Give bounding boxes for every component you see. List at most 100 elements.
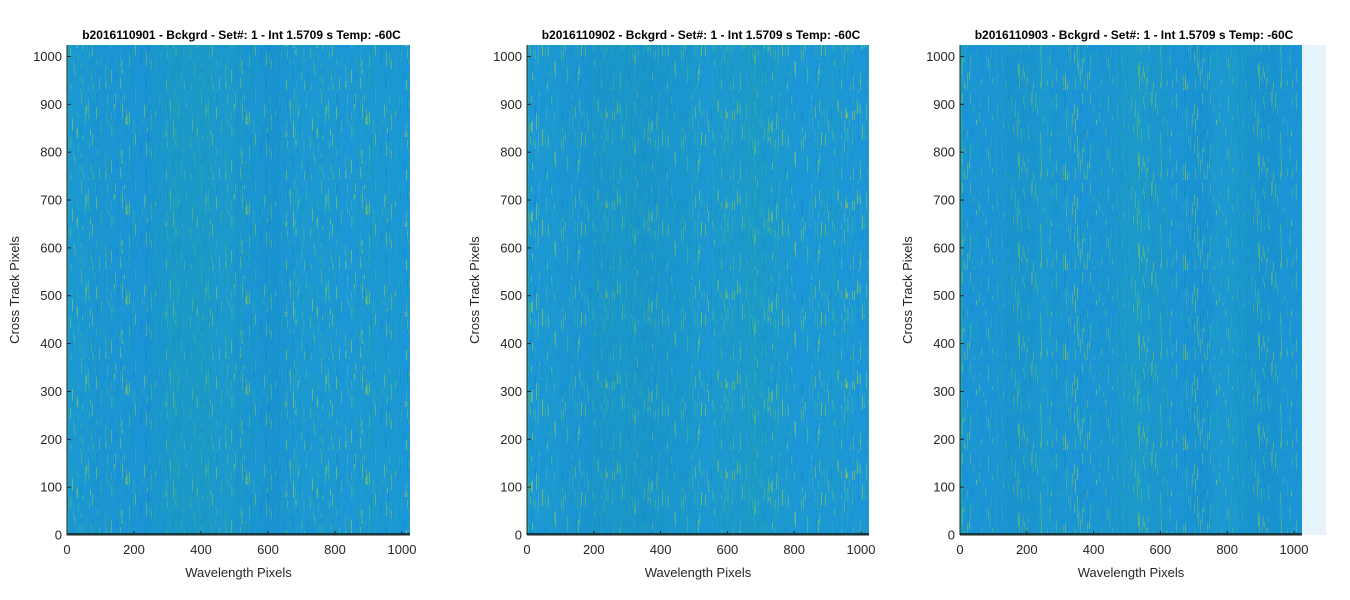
heatmap-band — [146, 45, 212, 535]
x-tick-label: 600 — [717, 542, 739, 557]
x-tick-label: 1000 — [847, 542, 876, 557]
x-axis-label: Wavelength Pixels — [645, 565, 752, 580]
heatmap-band — [1235, 45, 1280, 535]
x-tick-label: 200 — [1016, 542, 1038, 557]
y-axis-label: Cross Track Pixels — [900, 236, 915, 344]
y-tick-label: 200 — [40, 432, 62, 447]
heatmap-band — [587, 45, 663, 535]
heatmap-band — [1228, 45, 1256, 535]
y-axis-label: Cross Track Pixels — [7, 236, 22, 344]
y-tick-label: 300 — [500, 384, 522, 399]
heatmap-edge-row — [527, 533, 869, 535]
x-tick-label: 400 — [1083, 542, 1105, 557]
y-tick-label: 100 — [500, 480, 522, 495]
x-tick-label: 800 — [324, 542, 346, 557]
y-tick-label: 100 — [933, 480, 955, 495]
heatmap-band — [234, 45, 293, 535]
y-tick-label: 500 — [933, 288, 955, 303]
chart-title: b2016110903 - Bckgrd - Set#: 1 - Int 1.5… — [975, 28, 1294, 42]
x-tick-label: 1000 — [388, 542, 417, 557]
y-axis-label: Cross Track Pixels — [467, 236, 482, 344]
y-tick-label: 500 — [500, 288, 522, 303]
y-tick-label: 1000 — [493, 49, 522, 64]
heatmap-band — [1149, 45, 1211, 535]
heatmap-band — [88, 45, 153, 535]
heatmap-band — [709, 45, 768, 535]
heatmap-band — [818, 45, 841, 535]
heatmap-band — [167, 45, 210, 535]
chart-title: b2016110902 - Bckgrd - Set#: 1 - Int 1.5… — [542, 28, 861, 42]
x-tick-label: 200 — [123, 542, 145, 557]
heatmap-band — [627, 45, 692, 535]
heatmap-band — [1097, 45, 1143, 535]
heatmap-band — [148, 45, 212, 535]
y-tick-label: 900 — [500, 97, 522, 112]
heatmap-band — [259, 45, 280, 535]
heatmap-band — [1211, 45, 1282, 535]
heatmap-band — [589, 45, 649, 535]
y-tick-label: 700 — [933, 193, 955, 208]
x-tick-label: 0 — [523, 542, 530, 557]
heatmap-band — [353, 45, 400, 535]
chart-panel-3: 0 200 400 600 800 1000 0 100 200 300 400 500 600 700 8… — [900, 28, 1326, 580]
x-axis-label: Wavelength Pixels — [185, 565, 292, 580]
heatmap-band — [711, 45, 759, 535]
x-tick-label: 200 — [583, 542, 605, 557]
heatmap-image — [527, 45, 869, 535]
x-tick-label: 0 — [956, 542, 963, 557]
y-tick-label: 900 — [933, 97, 955, 112]
heatmap-band — [1127, 45, 1170, 535]
heatmap-band — [993, 45, 1064, 535]
heatmap-band — [223, 45, 267, 535]
x-tick-label: 800 — [783, 542, 805, 557]
heatmap-band — [741, 45, 794, 535]
heatmap-edge-row — [67, 533, 410, 535]
heatmap-band — [266, 45, 339, 535]
heatmap-band — [1116, 45, 1168, 535]
x-tick-label: 600 — [257, 542, 279, 557]
y-tick-label: 400 — [500, 336, 522, 351]
heatmap-band — [1246, 45, 1326, 535]
heatmap-band — [609, 45, 672, 535]
heatmap-band — [747, 45, 780, 535]
heatmap-band — [1007, 45, 1046, 535]
x-tick-label: 400 — [190, 542, 212, 557]
heatmap-band — [961, 45, 1040, 535]
heatmap-band — [72, 45, 113, 535]
heatmap-band — [164, 45, 192, 535]
y-tick-label: 700 — [500, 193, 522, 208]
y-tick-label: 800 — [40, 145, 62, 160]
heatmap-band — [1006, 45, 1037, 535]
y-tick-label: 1000 — [926, 49, 955, 64]
heatmap-band — [672, 45, 694, 535]
chart-panel-1: 0 200 400 600 800 1000 0 100 200 300 400 500 600 700 8… — [7, 28, 416, 580]
x-tick-label: 400 — [650, 542, 672, 557]
y-tick-label: 0 — [55, 528, 62, 543]
y-tick-label: 400 — [40, 336, 62, 351]
heatmap-band — [150, 45, 186, 535]
x-axis-label: Wavelength Pixels — [1078, 565, 1185, 580]
heatmap-band — [191, 45, 245, 535]
y-tick-label: 800 — [500, 145, 522, 160]
heatmap-band — [542, 45, 609, 535]
y-tick-label: 600 — [500, 240, 522, 255]
x-tick-label: 800 — [1216, 542, 1238, 557]
heatmap-edge-column — [67, 45, 69, 535]
heatmap-band — [1050, 45, 1123, 535]
y-tick-label: 400 — [933, 336, 955, 351]
y-tick-label: 700 — [40, 193, 62, 208]
heatmap-image — [67, 45, 410, 535]
y-tick-label: 0 — [515, 528, 522, 543]
y-tick-label: 900 — [40, 97, 62, 112]
heatmap-band — [641, 45, 706, 535]
y-tick-label: 500 — [40, 288, 62, 303]
heatmap-image — [960, 45, 1302, 535]
y-tick-label: 200 — [500, 432, 522, 447]
heatmap-edge-column — [960, 45, 962, 535]
heatmap-edge-column — [527, 45, 529, 535]
y-tick-label: 800 — [933, 145, 955, 160]
heatmap-edge-row — [960, 533, 1302, 535]
y-tick-label: 0 — [948, 528, 955, 543]
heatmap-band — [191, 45, 231, 535]
